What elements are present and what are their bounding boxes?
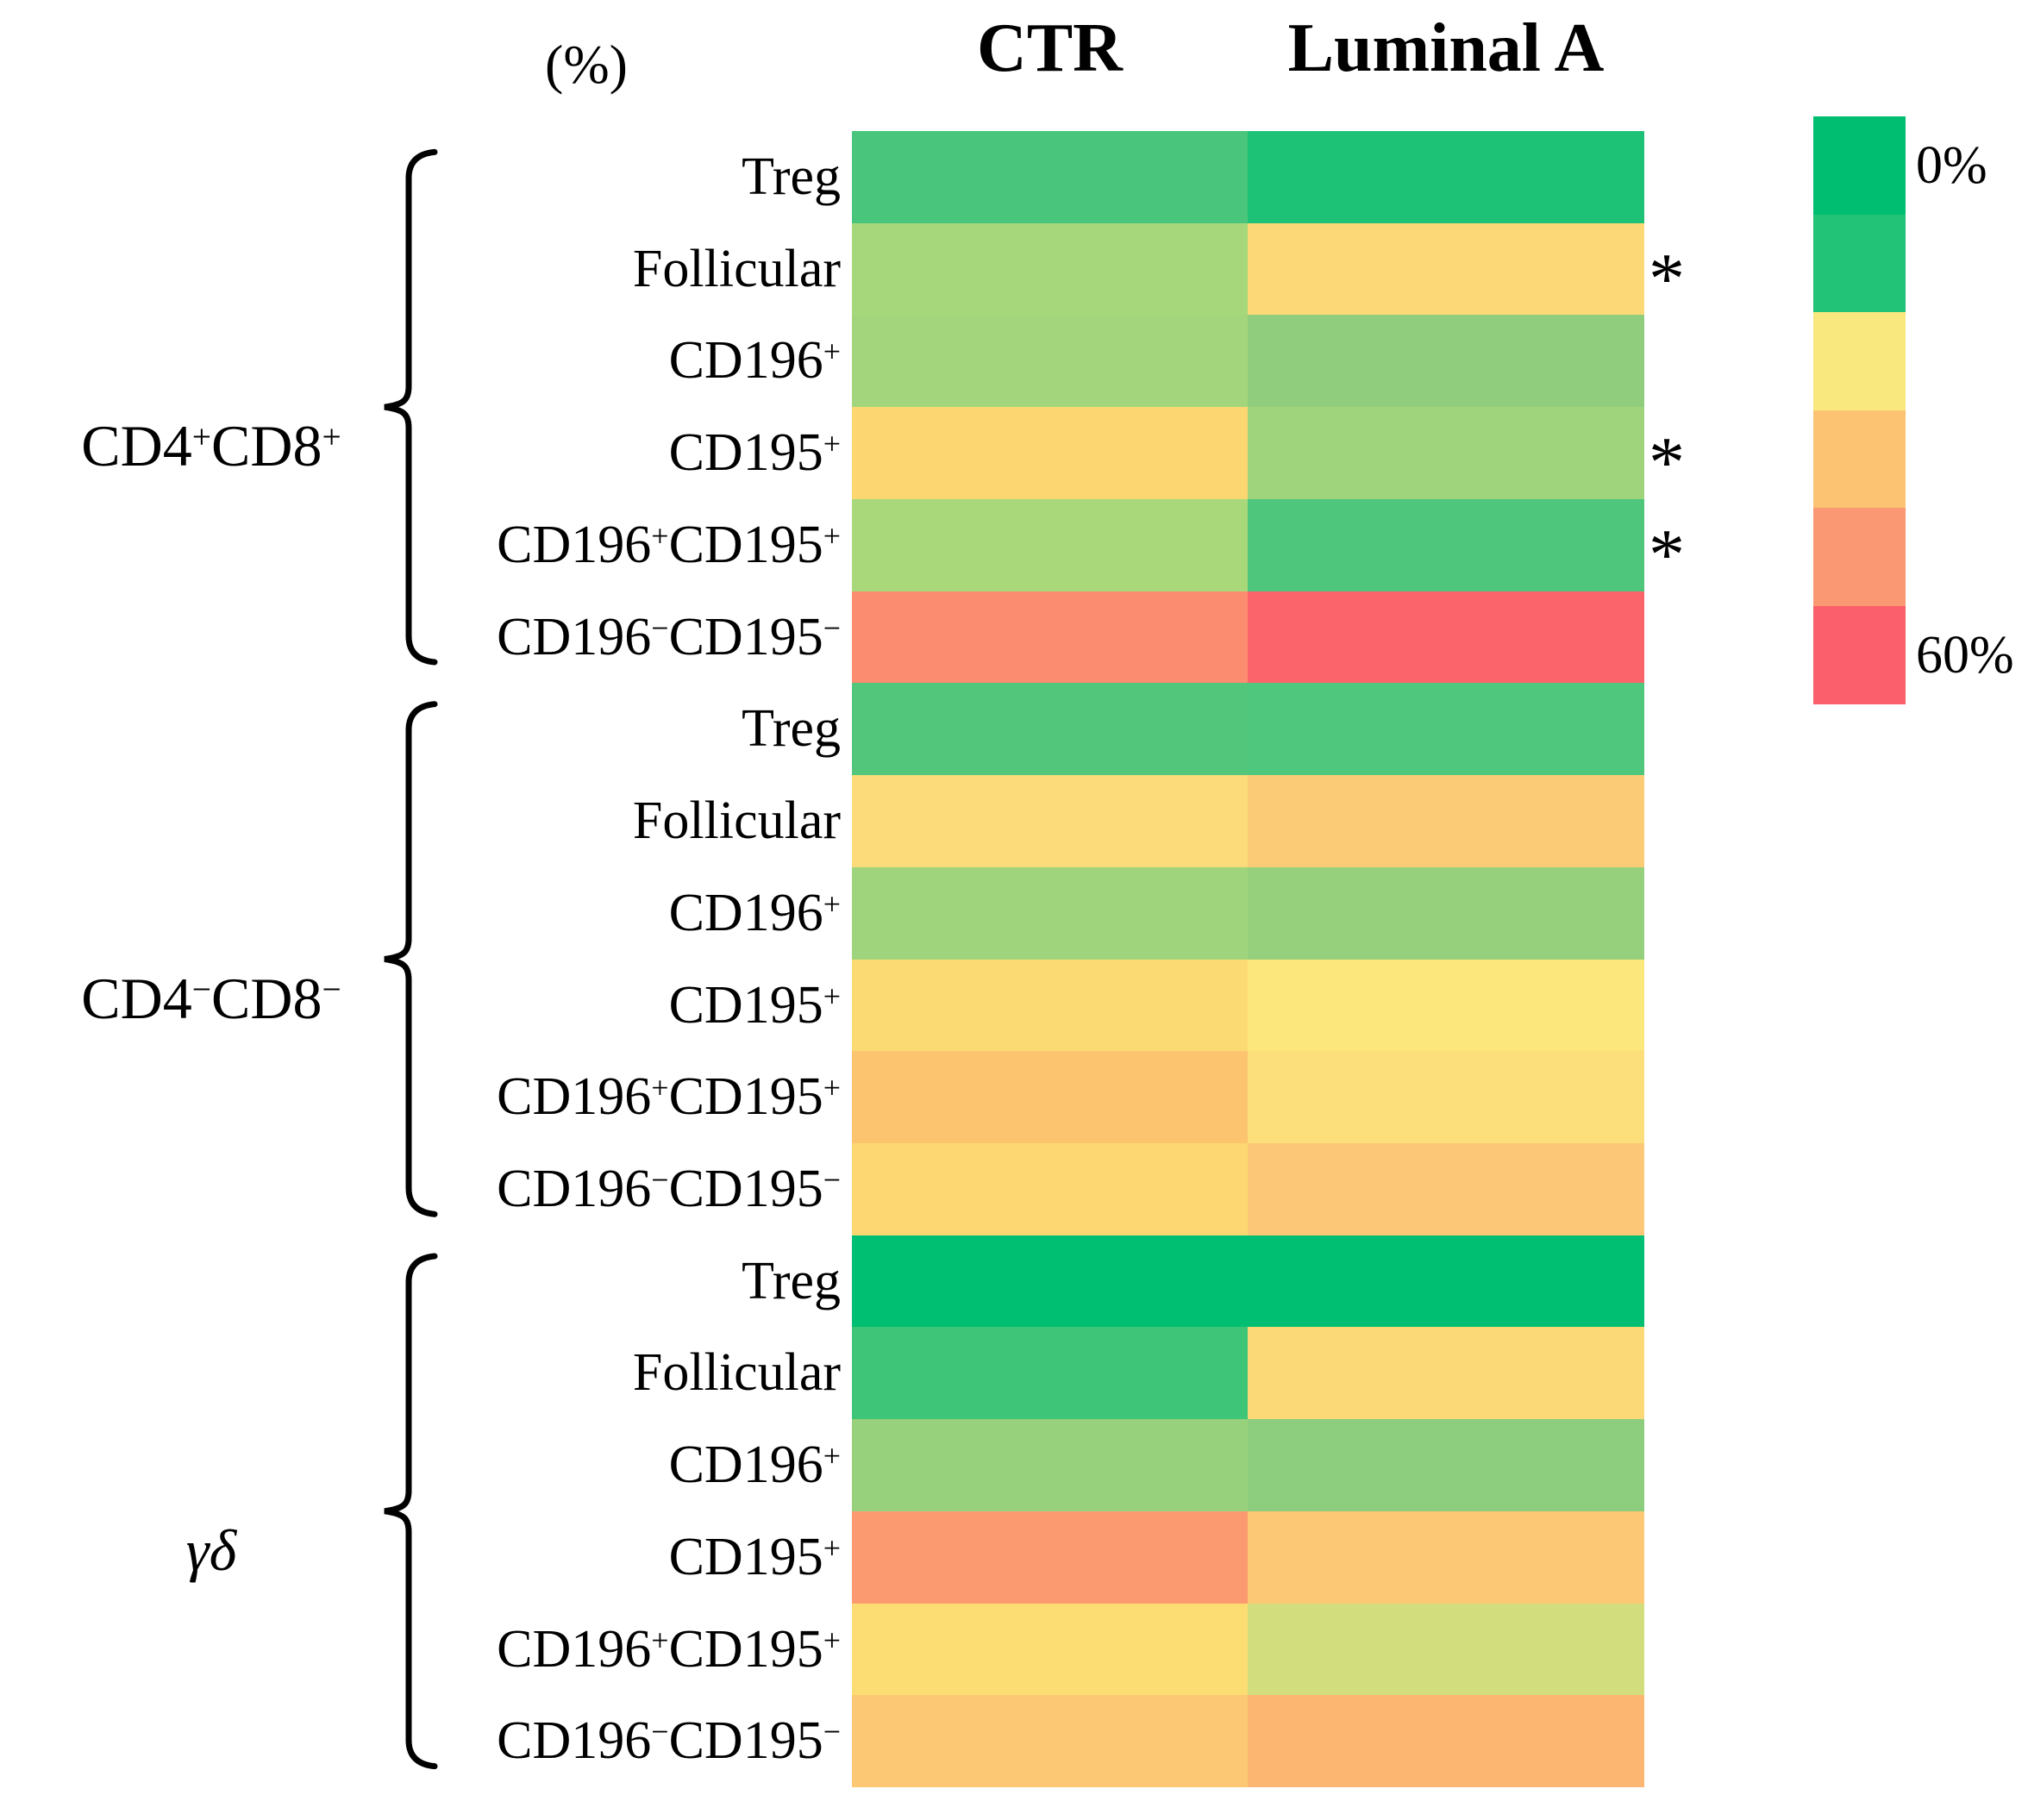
heatmap-cell — [1248, 315, 1644, 408]
legend-min-label: 0% — [1916, 136, 1987, 195]
heatmap-cell — [1248, 1142, 1644, 1236]
superscript: + — [823, 426, 841, 461]
column-header-ctr: CTR — [977, 10, 1123, 86]
superscript: − — [823, 1162, 841, 1198]
superscript: + — [823, 518, 841, 554]
heatmap-cell — [852, 959, 1248, 1052]
heatmap-cell — [852, 1695, 1248, 1788]
heatmap-cell — [1248, 1235, 1644, 1328]
legend-color-block — [1813, 312, 1906, 410]
heatmap-cell — [852, 1510, 1248, 1604]
superscript: − — [651, 1714, 669, 1749]
heatmap-cell — [1248, 959, 1644, 1052]
heatmap-cell — [1248, 775, 1644, 868]
legend-color-block — [1813, 214, 1906, 313]
superscript: + — [823, 1530, 841, 1566]
row-label: CD196−CD195− — [497, 1159, 841, 1218]
heatmap-cell — [1248, 131, 1644, 224]
heatmap-cell — [852, 1327, 1248, 1420]
row-label: Follicular — [632, 791, 841, 851]
row-label: CD196+ — [668, 883, 841, 942]
legend-color-block — [1813, 508, 1906, 606]
heatmap-cell — [1248, 1051, 1644, 1144]
row-label: Follicular — [632, 239, 841, 298]
superscript: − — [651, 610, 669, 645]
row-label: CD196+CD195+ — [497, 515, 841, 574]
superscript: + — [823, 886, 841, 922]
row-label: CD195+ — [668, 423, 841, 483]
heatmap-cell — [852, 315, 1248, 408]
legend-color-block — [1813, 116, 1906, 215]
group-label: γδ — [185, 1517, 237, 1583]
heatmap-cell — [852, 1051, 1248, 1144]
row-label: CD196+CD195+ — [497, 1067, 841, 1127]
heatmap-cell — [1248, 591, 1644, 684]
row-label: CD196−CD195− — [497, 1711, 841, 1771]
superscript: + — [651, 1070, 669, 1105]
legend-max-label: 60% — [1916, 626, 2014, 685]
row-label: CD195+ — [668, 1527, 841, 1586]
unit-label: (%) — [545, 34, 628, 95]
superscript: − — [651, 1162, 669, 1198]
heatmap-cell — [1248, 407, 1644, 500]
row-label: CD196+ — [668, 331, 841, 391]
row-label: Treg — [742, 699, 841, 759]
superscript: − — [322, 970, 341, 1008]
heatmap-cell — [852, 683, 1248, 776]
heatmap-cell — [1248, 866, 1644, 960]
superscript: + — [823, 978, 841, 1013]
heatmap-cell — [852, 591, 1248, 684]
superscript: + — [191, 417, 211, 456]
heatmap-cell — [852, 1235, 1248, 1328]
heatmap-cell — [1248, 1695, 1644, 1788]
superscript: + — [823, 1622, 841, 1657]
significance-asterisk: * — [1649, 422, 1685, 503]
heatmap-cell — [1248, 498, 1644, 592]
group-label: CD4+CD8+ — [81, 413, 341, 479]
row-label: Treg — [742, 147, 841, 206]
superscript: + — [651, 518, 669, 554]
heatmap-cell — [852, 866, 1248, 960]
group-label: CD4−CD8− — [81, 965, 341, 1031]
heatmap-cell — [852, 1419, 1248, 1512]
superscript: + — [823, 1438, 841, 1473]
heatmap-cell — [852, 407, 1248, 500]
heatmap-cell — [852, 1603, 1248, 1696]
legend-color-block — [1813, 410, 1906, 509]
heatmap-cell — [852, 775, 1248, 868]
heatmap-cell — [852, 1142, 1248, 1236]
significance-asterisk: * — [1649, 514, 1685, 595]
superscript: + — [322, 417, 341, 456]
row-label: CD196+ — [668, 1435, 841, 1495]
superscript: − — [191, 970, 211, 1008]
heatmap-cell — [1248, 1327, 1644, 1420]
superscript: − — [823, 1714, 841, 1749]
superscript: + — [823, 1070, 841, 1105]
heatmap-cell — [1248, 683, 1644, 776]
legend-color-block — [1813, 605, 1906, 704]
heatmap-cell — [852, 222, 1248, 316]
superscript: − — [823, 610, 841, 645]
heatmap-cell — [852, 498, 1248, 592]
superscript: + — [651, 1622, 669, 1657]
heatmap-cell — [1248, 222, 1644, 316]
row-label: Follicular — [632, 1343, 841, 1403]
row-label: CD196+CD195+ — [497, 1619, 841, 1679]
row-label: CD195+ — [668, 975, 841, 1035]
superscript: + — [823, 334, 841, 369]
heatmap-cell — [1248, 1419, 1644, 1512]
row-label: Treg — [742, 1251, 841, 1310]
heatmap-cell — [852, 131, 1248, 224]
heatmap-cell — [1248, 1510, 1644, 1604]
row-label: CD196−CD195− — [497, 607, 841, 666]
significance-asterisk: * — [1649, 238, 1685, 319]
heatmap-cell — [1248, 1603, 1644, 1696]
column-header-luminal-a: Luminal A — [1287, 10, 1605, 86]
